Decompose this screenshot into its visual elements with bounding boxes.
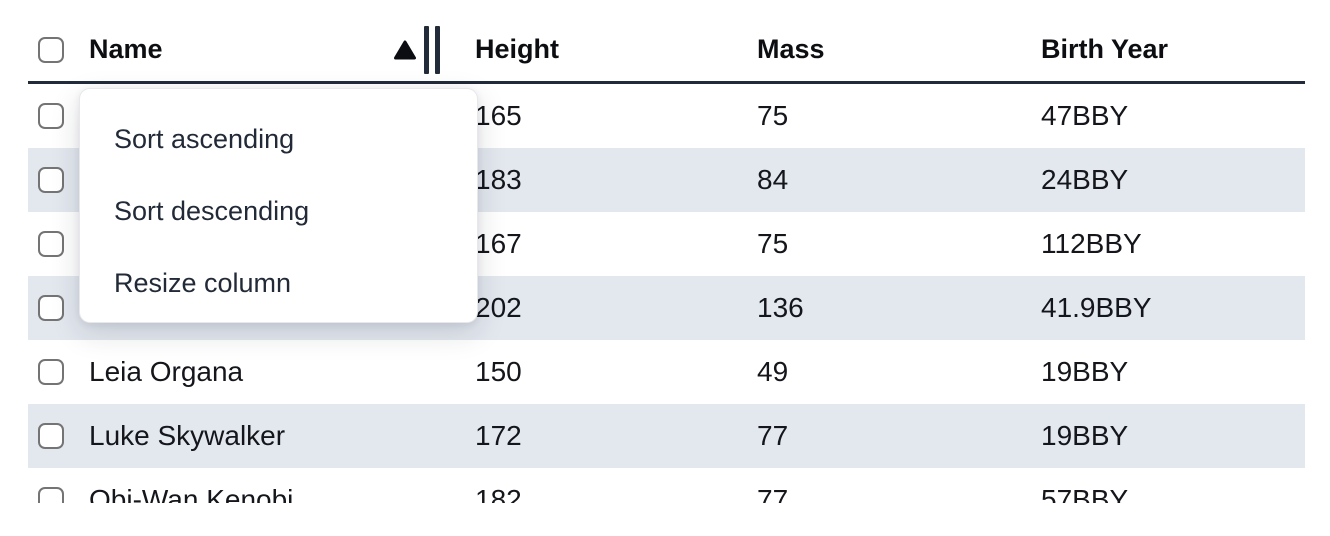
cell-height: 183 <box>475 164 522 195</box>
table-header-row: Name Height Mass Birth Year <box>28 18 1305 84</box>
cell-height: 202 <box>475 292 522 323</box>
select-all-cell <box>28 36 80 63</box>
cell-mass: 84 <box>757 164 789 195</box>
table-row: 165 75 47BBY <box>28 84 1305 148</box>
column-header-height[interactable]: Height <box>465 34 747 65</box>
table-row: 167 75 112BBY <box>28 212 1305 276</box>
resize-bar-right <box>435 25 440 74</box>
cell-mass: 77 <box>757 484 789 503</box>
name-header-icons <box>394 25 440 74</box>
column-header-mass[interactable]: Mass <box>747 34 1031 65</box>
row-select-cell <box>28 103 80 129</box>
row-select-cell <box>28 167 80 193</box>
column-header-birth-year[interactable]: Birth Year <box>1031 34 1305 65</box>
cell-mass: 49 <box>757 356 789 387</box>
row-checkbox[interactable] <box>38 423 64 449</box>
table-row: Obi-Wan Kenobi 182 77 57BBY <box>28 468 1305 503</box>
column-header-name-label: Name <box>89 34 163 64</box>
column-header-name[interactable]: Name <box>80 25 465 74</box>
row-select-cell <box>28 487 80 503</box>
table-row: Leia Organa 150 49 19BBY <box>28 340 1305 404</box>
select-all-checkbox[interactable] <box>38 36 64 63</box>
cell-birth-year: 19BBY <box>1041 420 1129 451</box>
cell-birth-year: 41.9BBY <box>1041 292 1152 323</box>
column-header-height-label: Height <box>475 34 559 64</box>
cell-mass: 136 <box>757 292 804 323</box>
row-select-cell <box>28 295 80 321</box>
row-checkbox[interactable] <box>38 295 64 321</box>
cell-mass: 77 <box>757 420 789 451</box>
cell-height: 182 <box>475 484 522 503</box>
cell-birth-year: 24BBY <box>1041 164 1129 195</box>
cell-name: Luke Skywalker <box>89 420 286 451</box>
column-header-mass-label: Mass <box>757 34 825 64</box>
row-checkbox[interactable] <box>38 103 64 129</box>
menu-item-resize-column[interactable]: Resize column <box>114 267 292 298</box>
menu-item-sort-descending[interactable]: Sort descending <box>114 195 310 226</box>
cell-birth-year: 19BBY <box>1041 356 1129 387</box>
cell-name: Leia Organa <box>89 356 244 387</box>
cell-height: 165 <box>475 100 522 131</box>
row-checkbox[interactable] <box>38 359 64 385</box>
cell-height: 172 <box>475 420 522 451</box>
sort-ascending-icon <box>394 40 416 59</box>
menu-item-sort-ascending[interactable]: Sort ascending <box>114 123 295 154</box>
row-select-cell <box>28 231 80 257</box>
row-checkbox[interactable] <box>38 167 64 193</box>
cell-birth-year: 112BBY <box>1041 228 1142 259</box>
cell-height: 167 <box>475 228 522 259</box>
row-select-cell <box>28 359 80 385</box>
cell-mass: 75 <box>757 228 789 259</box>
column-resize-handle[interactable] <box>424 25 440 74</box>
cell-birth-year: 57BBY <box>1041 484 1129 503</box>
table-row: Luke Skywalker 172 77 19BBY <box>28 404 1305 468</box>
row-checkbox[interactable] <box>38 487 64 503</box>
cell-birth-year: 47BBY <box>1041 100 1129 131</box>
column-header-menu: Sort ascending Sort descending Resize co… <box>79 88 478 323</box>
cell-height: 150 <box>475 356 522 387</box>
resize-bar-left <box>424 25 429 74</box>
cell-name: Obi-Wan Kenobi <box>89 484 294 503</box>
column-header-birth-year-label: Birth Year <box>1041 34 1169 64</box>
row-checkbox[interactable] <box>38 231 64 257</box>
cell-mass: 75 <box>757 100 789 131</box>
row-select-cell <box>28 423 80 449</box>
